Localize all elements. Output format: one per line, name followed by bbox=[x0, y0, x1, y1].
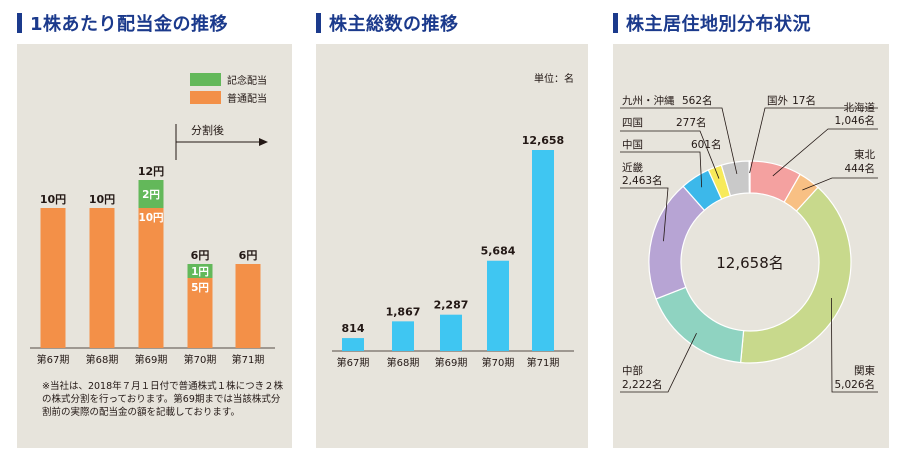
dividend-total-label: 12円 bbox=[138, 165, 164, 178]
donut-slice-value: 1,046名 bbox=[834, 114, 875, 127]
donut-leader-line bbox=[620, 332, 697, 393]
heading-marker bbox=[316, 13, 321, 33]
x-tick-label: 第70期 bbox=[184, 353, 217, 366]
dividend-total-label: 10円 bbox=[40, 193, 66, 206]
dividend-title: 1株あたり配当金の推移 bbox=[30, 14, 229, 35]
dividend-segment-label: 5円 bbox=[191, 282, 209, 294]
dividend-bar-regular bbox=[40, 208, 66, 348]
donut-leader-line bbox=[620, 130, 720, 179]
shareholders-value-label: 12,658 bbox=[522, 134, 564, 147]
x-tick-label: 第69期 bbox=[435, 356, 468, 369]
donut-leader-line bbox=[620, 107, 738, 175]
donut-slice-name: 中国 bbox=[622, 138, 643, 151]
dividend-bar-regular bbox=[187, 278, 213, 348]
donut-slice-name: 北海道 bbox=[844, 101, 876, 114]
x-tick-label: 第67期 bbox=[37, 353, 70, 366]
dividend-bar-regular bbox=[235, 264, 261, 348]
shareholders-bar bbox=[487, 260, 509, 351]
legend-label-bonus: 記念配当 bbox=[227, 74, 267, 87]
dividend-bar-regular bbox=[138, 208, 164, 348]
donut-slice bbox=[739, 186, 852, 364]
donut-slice-value: 17名 bbox=[792, 94, 816, 107]
donut-leader-line bbox=[620, 187, 669, 242]
donut-leader-line bbox=[831, 297, 878, 393]
donut-slice-value: 277名 bbox=[676, 116, 707, 129]
donut-leader-line bbox=[620, 151, 703, 188]
dividend-footnote: ※当社は、2018年７月１日付で普通株式１株につき２株の株式分割を行っております… bbox=[42, 381, 284, 418]
donut-slice-name: 四国 bbox=[622, 117, 643, 129]
shareholders-bar bbox=[342, 338, 364, 351]
unit-label: 単位：名 bbox=[534, 72, 574, 85]
donut-leader-line bbox=[772, 128, 878, 177]
donut-slice bbox=[748, 160, 751, 194]
shareholders-value-label: 2,287 bbox=[434, 299, 469, 312]
donut-slice-name: 近畿 bbox=[622, 161, 643, 174]
donut-center-label: 12,658名 bbox=[716, 254, 784, 272]
donut-slice-name: 中部 bbox=[622, 364, 643, 377]
x-tick-label: 第71期 bbox=[527, 356, 560, 369]
shareholders-value-label: 1,867 bbox=[386, 305, 421, 318]
x-tick-label: 第68期 bbox=[387, 356, 420, 369]
donut-slice-value: 2,222名 bbox=[622, 378, 663, 391]
donut-slice bbox=[655, 286, 745, 364]
x-tick-label: 第67期 bbox=[337, 356, 370, 369]
distribution-title: 株主居住地別分布状況 bbox=[626, 14, 811, 35]
donut-slice bbox=[648, 185, 706, 300]
split-annotation: 分割後 bbox=[191, 123, 224, 137]
shareholders-value-label: 814 bbox=[342, 322, 365, 335]
dividend-bar-regular bbox=[89, 208, 115, 348]
donut-slice-name: 東北 bbox=[854, 148, 875, 161]
heading-marker bbox=[613, 13, 618, 33]
x-tick-label: 第70期 bbox=[482, 356, 515, 369]
donut-leader-line bbox=[802, 177, 878, 191]
shareholders-bar bbox=[532, 150, 554, 351]
dividend-bar-bonus bbox=[138, 180, 164, 208]
x-tick-label: 第71期 bbox=[232, 353, 265, 366]
shares-title: 株主総数の推移 bbox=[329, 14, 459, 35]
dividend-heading: 1株あたり配当金の推移 bbox=[17, 10, 228, 36]
legend-swatch-bonus bbox=[190, 73, 221, 86]
legend-swatch-regular bbox=[190, 91, 221, 104]
dividend-segment-label: 10円 bbox=[138, 212, 163, 224]
dividend-segment-label: 1円 bbox=[191, 266, 209, 278]
donut-slice-name: 関東 bbox=[854, 364, 875, 377]
distribution-heading: 株主居住地別分布状況 bbox=[613, 10, 811, 36]
x-tick-label: 第68期 bbox=[86, 353, 119, 366]
donut-slice-name: 国外 bbox=[767, 95, 788, 107]
donut-leader-line bbox=[749, 107, 878, 174]
dividend-bar-bonus bbox=[187, 264, 213, 278]
heading-marker bbox=[17, 13, 22, 33]
dividend-total-label: 6円 bbox=[239, 249, 258, 262]
split-arrow-head bbox=[259, 138, 268, 146]
x-tick-label: 第69期 bbox=[135, 353, 168, 366]
shareholders-value-label: 5,684 bbox=[481, 245, 516, 258]
donut-slice-value: 601名 bbox=[691, 138, 722, 151]
shareholders-bar bbox=[392, 321, 414, 351]
shareholders-bar bbox=[440, 314, 462, 351]
donut-slice-value: 2,463名 bbox=[622, 174, 663, 187]
shares-heading: 株主総数の推移 bbox=[316, 10, 459, 36]
donut-slice-value: 562名 bbox=[682, 94, 713, 107]
dividend-total-label: 10円 bbox=[89, 193, 115, 206]
legend-label-regular: 普通配当 bbox=[227, 92, 267, 105]
dividend-segment-label: 2円 bbox=[142, 189, 160, 201]
donut-slice-value: 5,026名 bbox=[834, 378, 875, 391]
donut-slice-name: 九州・沖縄 bbox=[622, 94, 675, 107]
donut-slice-value: 444名 bbox=[844, 162, 875, 175]
dividend-total-label: 6円 bbox=[191, 249, 210, 262]
